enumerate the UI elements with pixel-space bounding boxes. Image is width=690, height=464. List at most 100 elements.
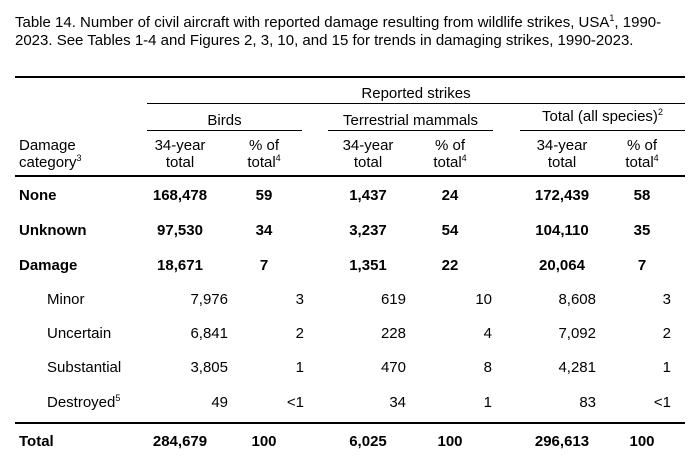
row-label-text: Substantial bbox=[47, 359, 122, 376]
cell-all-pct: <1 bbox=[653, 394, 671, 411]
cell-birds-pct: 7 bbox=[259, 257, 269, 274]
birds-group-rule bbox=[147, 130, 302, 131]
cell-birds-pct: 3 bbox=[295, 291, 304, 308]
total-group-label: Total (all species) bbox=[542, 108, 658, 125]
row-label-text: Minor bbox=[47, 291, 85, 308]
cell-all-pct: 2 bbox=[662, 325, 671, 342]
cell-mammals-total: 3,237 bbox=[349, 222, 387, 239]
cell-all-total: 4,281 bbox=[558, 359, 596, 376]
cell-birds-pct: 2 bbox=[295, 325, 304, 342]
cell-all-pct: 1 bbox=[662, 359, 671, 376]
all-pct-footnote: 4 bbox=[653, 153, 659, 163]
damage-category-header: Damage category3 bbox=[19, 137, 82, 171]
row-label: Unknown bbox=[19, 222, 87, 239]
total-row-all-pct: 100 bbox=[629, 433, 655, 450]
total-row-mammals-total: 6,025 bbox=[349, 433, 387, 450]
row-label-text: Uncertain bbox=[47, 325, 112, 342]
cell-birds-total: 97,530 bbox=[157, 222, 203, 239]
cell-birds-total: 18,671 bbox=[157, 257, 203, 274]
row-label-text: Damage bbox=[19, 257, 78, 274]
mammals-pct-header: % of total4 bbox=[418, 137, 482, 171]
cell-all-total: 104,110 bbox=[535, 222, 589, 239]
cell-all-pct: 58 bbox=[633, 187, 651, 204]
reported-strikes-header: Reported strikes bbox=[361, 85, 471, 102]
cell-all-total: 8,608 bbox=[558, 291, 596, 308]
cell-mammals-pct: 22 bbox=[441, 257, 459, 274]
mammals-group-header: Terrestrial mammals bbox=[342, 112, 478, 129]
cell-all-total: 20,064 bbox=[539, 257, 585, 274]
all-total-header-line1: 34-year bbox=[536, 137, 588, 154]
row-label-text: None bbox=[19, 187, 57, 204]
cell-all-pct: 7 bbox=[637, 257, 647, 274]
birds-pct-header-line2-wrap: total4 bbox=[232, 153, 296, 172]
cell-birds-total: 6,841 bbox=[190, 325, 228, 342]
cell-mammals-total: 470 bbox=[380, 359, 406, 376]
total-group-rule bbox=[520, 130, 685, 131]
total-row-label: Total bbox=[19, 433, 54, 450]
damage-category-footnote: 3 bbox=[76, 153, 82, 163]
row-label-text: Unknown bbox=[19, 222, 87, 239]
caption-text-b: , 1990-2023. See Tables 1-4 and Figures … bbox=[15, 14, 662, 49]
row-label: Uncertain bbox=[47, 325, 111, 342]
total-separator-rule bbox=[15, 422, 685, 424]
cell-all-total: 7,092 bbox=[558, 325, 596, 342]
mammals-total-header-line1: 34-year bbox=[342, 137, 394, 154]
row-label: None bbox=[19, 187, 57, 204]
birds-pct-header-line1: % of bbox=[248, 137, 279, 154]
reported-strikes-rule bbox=[147, 103, 685, 104]
all-pct-header-line1: % of bbox=[626, 137, 657, 154]
cell-mammals-pct: 24 bbox=[441, 187, 459, 204]
row-label-text: Destroyed bbox=[47, 394, 116, 411]
cell-mammals-total: 228 bbox=[380, 325, 406, 342]
row-label: Substantial bbox=[47, 359, 121, 376]
birds-pct-footnote: 4 bbox=[275, 153, 281, 163]
mammals-pct-header-line1: % of bbox=[434, 137, 465, 154]
table-caption: Table 14. Number of civil aircraft with … bbox=[15, 14, 685, 50]
cell-mammals-pct: 54 bbox=[441, 222, 459, 239]
mammals-group-rule bbox=[328, 130, 493, 131]
total-group-footnote: 2 bbox=[657, 107, 663, 117]
cell-birds-pct: <1 bbox=[286, 394, 304, 411]
cell-birds-total: 168,478 bbox=[152, 187, 208, 204]
all-total-header: 34-year total bbox=[522, 137, 602, 171]
row-label: Destroyed5 bbox=[47, 393, 121, 412]
birds-group-header: Birds bbox=[207, 112, 242, 129]
cell-birds-total: 3,805 bbox=[190, 359, 228, 376]
header-bottom-rule bbox=[15, 175, 685, 177]
all-pct-header-line2: total bbox=[625, 154, 654, 171]
birds-total-header-line2: total bbox=[165, 154, 195, 171]
total-row-birds-pct: 100 bbox=[251, 433, 277, 450]
mammals-total-header-line2: total bbox=[353, 154, 383, 171]
total-row-birds-total: 284,679 bbox=[152, 433, 208, 450]
total-row-all-total: 296,613 bbox=[534, 433, 590, 450]
cell-mammals-total: 1,351 bbox=[349, 257, 387, 274]
cell-birds-total: 7,976 bbox=[190, 291, 228, 308]
cell-all-pct: 35 bbox=[633, 222, 651, 239]
birds-pct-header: % of total4 bbox=[232, 137, 296, 171]
top-rule bbox=[15, 76, 685, 78]
cell-birds-pct: 1 bbox=[295, 359, 304, 376]
all-pct-header: % of total4 bbox=[610, 137, 674, 171]
mammals-pct-header-line2: total bbox=[433, 154, 462, 171]
all-total-header-line2: total bbox=[547, 154, 577, 171]
mammals-total-header: 34-year total bbox=[328, 137, 408, 171]
caption-text-a: Table 14. Number of civil aircraft with … bbox=[15, 14, 610, 31]
cell-mammals-total: 34 bbox=[389, 394, 406, 411]
cell-all-pct: 3 bbox=[662, 291, 671, 308]
mammals-pct-footnote: 4 bbox=[461, 153, 467, 163]
cell-birds-pct: 34 bbox=[255, 222, 273, 239]
cell-birds-pct: 59 bbox=[255, 187, 273, 204]
row-label: Minor bbox=[47, 291, 85, 308]
cell-mammals-pct: 1 bbox=[483, 394, 492, 411]
row-label-footnote: 5 bbox=[115, 393, 121, 403]
cell-mammals-pct: 4 bbox=[483, 325, 492, 342]
cell-mammals-pct: 10 bbox=[475, 291, 492, 308]
row-label: Damage bbox=[19, 257, 77, 274]
total-group-header: Total (all species)2 bbox=[520, 107, 685, 126]
damage-category-line2-wrap: category3 bbox=[19, 153, 82, 172]
birds-total-header: 34-year total bbox=[140, 137, 220, 171]
cell-all-total: 172,439 bbox=[534, 187, 590, 204]
all-pct-header-line2-wrap: total4 bbox=[610, 153, 674, 172]
damage-category-line1: Damage bbox=[19, 137, 76, 154]
